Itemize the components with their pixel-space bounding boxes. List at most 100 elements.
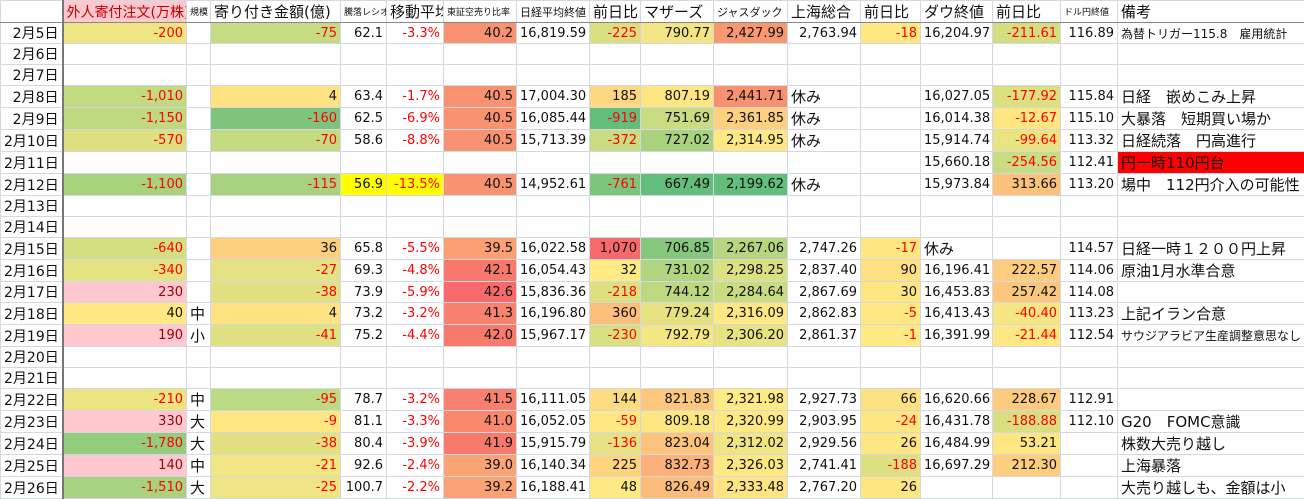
cell-shanghai-change[interactable]: 90	[861, 260, 921, 282]
cell-jasdaq[interactable]: 2,333.48	[714, 477, 788, 499]
cell-usdjpy-close[interactable]	[1061, 433, 1118, 455]
cell-nikkei-change[interactable]: -136	[590, 433, 641, 455]
cell-jasdaq[interactable]	[714, 196, 788, 217]
cell-opening-amount[interactable]: 4	[211, 86, 341, 108]
cell-nikkei-change[interactable]: 144	[590, 389, 641, 411]
cell-short-selling-ratio[interactable]	[444, 217, 517, 238]
cell-moving-average[interactable]: -13.5%	[387, 174, 444, 196]
cell-usdjpy-close[interactable]: 115.84	[1061, 86, 1118, 108]
cell-jasdaq[interactable]: 2,298.25	[714, 260, 788, 282]
cell-nikkei-close[interactable]: 16,054.43	[517, 260, 590, 282]
cell-opening-amount[interactable]	[211, 196, 341, 217]
cell-shanghai[interactable]: 2,862.83	[788, 303, 861, 325]
cell-shanghai-change[interactable]	[861, 368, 921, 389]
cell-short-selling-ratio[interactable]: 39.2	[444, 477, 517, 499]
cell-dow-change[interactable]: -177.92	[993, 86, 1061, 108]
cell-mothers[interactable]: 826.49	[641, 477, 714, 499]
cell-usdjpy-close[interactable]: 116.89	[1061, 23, 1118, 44]
cell-dow-close[interactable]: 16,391.99	[921, 325, 993, 347]
cell-moving-average[interactable]: -5.5%	[387, 238, 444, 260]
cell-short-selling-ratio[interactable]: 41.5	[444, 389, 517, 411]
cell-nikkei-change[interactable]	[590, 152, 641, 174]
cell-shanghai-change[interactable]: 66	[861, 389, 921, 411]
cell-moving-average[interactable]: -2.4%	[387, 455, 444, 477]
cell-opening-amount[interactable]	[211, 44, 341, 65]
cell-date[interactable]: 2月20日	[1, 347, 63, 368]
cell-jasdaq[interactable]: 2,314.95	[714, 130, 788, 152]
cell-size[interactable]: 大	[187, 477, 211, 499]
cell-shanghai[interactable]: 2,837.40	[788, 260, 861, 282]
cell-usdjpy-close[interactable]: 113.20	[1061, 174, 1118, 196]
cell-date[interactable]: 2月15日	[1, 238, 63, 260]
cell-opening-amount[interactable]: -25	[211, 477, 341, 499]
cell-foreign-order[interactable]: 190	[63, 325, 187, 347]
cell-nikkei-close[interactable]	[517, 65, 590, 86]
cell-date[interactable]: 2月19日	[1, 325, 63, 347]
cell-short-selling-ratio[interactable]: 40.5	[444, 86, 517, 108]
cell-usdjpy-close[interactable]: 112.10	[1061, 411, 1118, 433]
column-header-usdjpy-close[interactable]: ドル円終値	[1061, 1, 1118, 23]
cell-shanghai[interactable]	[788, 65, 861, 86]
cell-jasdaq[interactable]: 2,361.85	[714, 108, 788, 130]
cell-shanghai-change[interactable]: 26	[861, 477, 921, 499]
cell-dow-change[interactable]: -40.40	[993, 303, 1061, 325]
cell-dow-change[interactable]	[993, 65, 1061, 86]
cell-notes[interactable]: 大売り越しも、金額は小	[1118, 477, 1304, 499]
cell-shanghai-change[interactable]: -1	[861, 325, 921, 347]
cell-notes[interactable]: 上記イラン合意	[1118, 303, 1304, 325]
cell-foreign-order[interactable]: -570	[63, 130, 187, 152]
cell-moving-average[interactable]: -3.2%	[387, 303, 444, 325]
cell-short-selling-ratio[interactable]: 42.6	[444, 282, 517, 303]
cell-size[interactable]: 大	[187, 433, 211, 455]
cell-jasdaq[interactable]: 2,199.62	[714, 174, 788, 196]
column-header-nikkei-close[interactable]: 日経平均終値	[517, 1, 590, 23]
column-header-advance-decline-ratio[interactable]: 騰落レシオ	[341, 1, 387, 23]
cell-foreign-order[interactable]	[63, 368, 187, 389]
cell-dow-change[interactable]: -21.44	[993, 325, 1061, 347]
cell-notes[interactable]	[1118, 282, 1304, 303]
cell-jasdaq[interactable]	[714, 217, 788, 238]
cell-dow-close[interactable]: 16,027.05	[921, 86, 993, 108]
cell-usdjpy-close[interactable]: 112.41	[1061, 152, 1118, 174]
cell-notes[interactable]: 円一時110円台	[1118, 152, 1304, 174]
cell-date[interactable]: 2月16日	[1, 260, 63, 282]
cell-nikkei-close[interactable]: 15,713.39	[517, 130, 590, 152]
cell-notes[interactable]: 原油1月水準合意	[1118, 260, 1304, 282]
cell-dow-close[interactable]: 15,973.84	[921, 174, 993, 196]
cell-opening-amount[interactable]: -115	[211, 174, 341, 196]
cell-advance-decline-ratio[interactable]	[341, 217, 387, 238]
cell-shanghai[interactable]	[788, 196, 861, 217]
cell-mothers[interactable]: 731.02	[641, 260, 714, 282]
cell-shanghai-change[interactable]: 26	[861, 433, 921, 455]
cell-dow-change[interactable]	[993, 477, 1061, 499]
cell-advance-decline-ratio[interactable]: 73.9	[341, 282, 387, 303]
cell-jasdaq[interactable]	[714, 44, 788, 65]
cell-nikkei-change[interactable]	[590, 217, 641, 238]
cell-foreign-order[interactable]: 230	[63, 282, 187, 303]
cell-dow-close[interactable]: 16,620.66	[921, 389, 993, 411]
cell-date[interactable]: 2月12日	[1, 174, 63, 196]
cell-date[interactable]: 2月22日	[1, 389, 63, 411]
cell-notes[interactable]	[1118, 196, 1304, 217]
cell-moving-average[interactable]: -4.4%	[387, 325, 444, 347]
cell-mothers[interactable]	[641, 217, 714, 238]
cell-mothers[interactable]: 807.19	[641, 86, 714, 108]
cell-opening-amount[interactable]: -70	[211, 130, 341, 152]
cell-mothers[interactable]: 809.18	[641, 411, 714, 433]
cell-jasdaq[interactable]: 2,267.06	[714, 238, 788, 260]
column-header-nikkei-change[interactable]: 前日比	[590, 1, 641, 23]
cell-date[interactable]: 2月5日	[1, 23, 63, 44]
cell-advance-decline-ratio[interactable]: 78.7	[341, 389, 387, 411]
cell-mothers[interactable]: 667.49	[641, 174, 714, 196]
cell-dow-close[interactable]: 16,697.29	[921, 455, 993, 477]
cell-advance-decline-ratio[interactable]: 75.2	[341, 325, 387, 347]
cell-short-selling-ratio[interactable]: 39.5	[444, 238, 517, 260]
cell-short-selling-ratio[interactable]: 40.2	[444, 23, 517, 44]
cell-foreign-order[interactable]: 40	[63, 303, 187, 325]
cell-opening-amount[interactable]	[211, 65, 341, 86]
cell-usdjpy-close[interactable]: 114.06	[1061, 260, 1118, 282]
cell-nikkei-close[interactable]	[517, 196, 590, 217]
cell-advance-decline-ratio[interactable]: 92.6	[341, 455, 387, 477]
cell-foreign-order[interactable]: -1,100	[63, 174, 187, 196]
cell-size[interactable]: 中	[187, 389, 211, 411]
